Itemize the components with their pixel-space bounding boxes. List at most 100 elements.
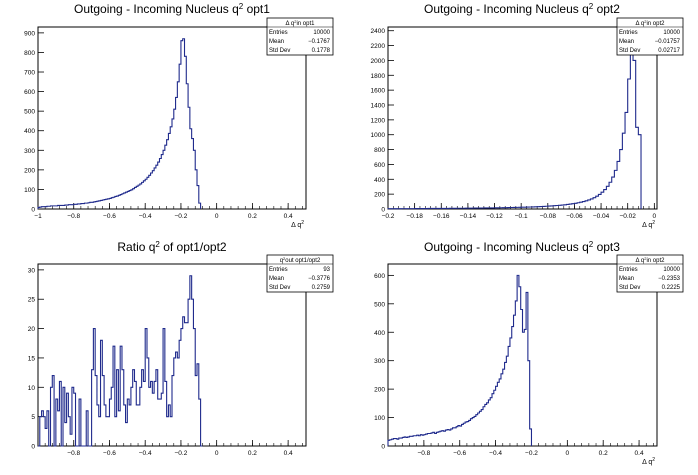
y-tick-label: 1400: [371, 103, 386, 110]
x-tick-label: 0.2: [248, 213, 257, 220]
y-tick-label: 200: [24, 167, 35, 174]
stats-value: 10000: [313, 30, 330, 36]
stats-label: Mean: [619, 39, 634, 45]
y-tick-label: 500: [24, 109, 35, 116]
histogram-series: [387, 274, 533, 446]
y-tick-label: 0: [31, 444, 35, 451]
x-tick-label: −0.2: [525, 450, 538, 457]
panel-opt3: Outgoing - Incoming Nucleus q2 opt3 −0.8 −…: [374, 240, 684, 466]
x-tick-label: −0.2: [382, 213, 395, 220]
stats-label: Std Dev: [269, 48, 290, 54]
y-tick-label: 20: [28, 326, 36, 333]
y-tick-label: 15: [28, 355, 36, 362]
y-tick-label: 2000: [371, 58, 386, 65]
stats-box: [266, 17, 334, 56]
x-tick-label: −0.2: [175, 213, 188, 220]
stats-value: −0.01757: [655, 39, 681, 45]
stats-title: Δ q2in opt2: [636, 19, 666, 28]
y-tick-label: 600: [374, 162, 385, 169]
stats-box: [266, 254, 334, 293]
plot-frame: [387, 26, 658, 210]
y-tick-label: 600: [374, 273, 385, 280]
chart-title: Ratio q2 of opt1/opt2: [117, 240, 227, 255]
x-tick-label: 0.4: [284, 213, 293, 220]
stats-label: Std Dev: [269, 285, 290, 291]
x-tick-label: −0.6: [103, 213, 116, 220]
stats-label: Entries: [269, 30, 288, 36]
x-tick-label: 0.4: [284, 450, 293, 457]
y-tick-label: 0: [381, 207, 385, 214]
y-tick-label: 900: [24, 30, 35, 37]
stats-value: 93: [323, 267, 330, 273]
stats-label: Entries: [269, 267, 288, 273]
x-tick-label: −0.12: [486, 213, 503, 220]
x-tick-label: −0.8: [67, 450, 80, 457]
x-tick-label: −0.18: [406, 213, 423, 220]
plot-frame: [37, 263, 307, 447]
y-tick-label: 400: [374, 177, 385, 184]
stats-value: −0.2353: [658, 276, 681, 282]
y-tick-label: 600: [24, 89, 35, 96]
y-tick-label: 100: [374, 415, 385, 422]
x-tick-label: −0.8: [417, 450, 430, 457]
x-tick-label: 0.2: [599, 450, 608, 457]
y-tick-label: 25: [28, 297, 36, 304]
y-tick-label: 300: [374, 358, 385, 365]
x-tick-label: −0.08: [540, 213, 557, 220]
panel-opt1: Outgoing - Incoming Nucleus q2 opt1 −1 −0.…: [24, 2, 334, 229]
x-tick-label: −0.4: [489, 450, 502, 457]
stats-label: Mean: [269, 39, 284, 45]
x-tick-label: −0.8: [67, 213, 80, 220]
y-tick-label: 0: [31, 207, 35, 214]
y-tick-label: 5: [31, 414, 35, 421]
x-tick-label: −0.02: [619, 213, 636, 220]
y-tick-label: 2400: [371, 28, 386, 35]
x-axis-label: Δ q2: [642, 457, 655, 466]
y-tick-label: 300: [24, 148, 35, 155]
stats-label: Mean: [619, 276, 634, 282]
plot-frame: [37, 26, 307, 210]
x-tick-label: 0: [215, 450, 219, 457]
stats-label: Std Dev: [619, 285, 640, 291]
y-tick-label: 400: [24, 128, 35, 135]
x-tick-label: −0.06: [566, 213, 583, 220]
y-tick-label: 800: [24, 50, 35, 57]
stats-label: Entries: [619, 30, 638, 36]
stats-value: 0.1778: [312, 48, 331, 54]
chart-title: Outgoing - Incoming Nucleus q2 opt3: [424, 240, 620, 255]
y-tick-label: 30: [28, 267, 36, 274]
x-tick-label: −0.4: [139, 213, 152, 220]
stats-title: Δ q2in opt2: [636, 256, 666, 265]
histogram-series: [387, 30, 642, 210]
x-tick-label: 0: [215, 213, 219, 220]
histogram-series: [37, 38, 202, 209]
x-tick-label: −0.14: [460, 213, 477, 220]
y-tick-label: 1800: [371, 73, 386, 80]
y-tick-label: 2200: [371, 43, 386, 50]
stats-value: 10000: [663, 267, 680, 273]
y-tick-label: 200: [374, 387, 385, 394]
x-tick-label: 0: [566, 450, 570, 457]
x-tick-label: 0.4: [635, 450, 644, 457]
x-axis-label: Δ q2: [291, 220, 304, 229]
stats-title: Δ q2in opt1: [286, 19, 316, 28]
y-tick-label: 800: [374, 147, 385, 154]
stats-title: q2out opt1/opt2: [280, 256, 321, 265]
x-tick-label: −0.6: [103, 450, 116, 457]
y-tick-label: 1200: [371, 117, 386, 124]
stats-value: −0.1767: [308, 39, 331, 45]
x-tick-label: −0.4: [139, 450, 152, 457]
y-tick-label: 700: [24, 70, 35, 77]
stats-value: 0.2759: [312, 285, 331, 291]
y-tick-label: 0: [381, 444, 385, 451]
x-tick-label: 0: [653, 213, 657, 220]
stats-value: −0.3776: [308, 276, 331, 282]
x-tick-label: −0.16: [433, 213, 450, 220]
chart-title: Outgoing - Incoming Nucleus q2 opt2: [424, 2, 620, 17]
y-tick-label: 500: [374, 301, 385, 308]
stats-box: [616, 254, 684, 293]
y-tick-label: 1000: [371, 132, 386, 139]
y-tick-label: 200: [374, 192, 385, 199]
x-axis-label: Δ q2: [642, 220, 655, 229]
